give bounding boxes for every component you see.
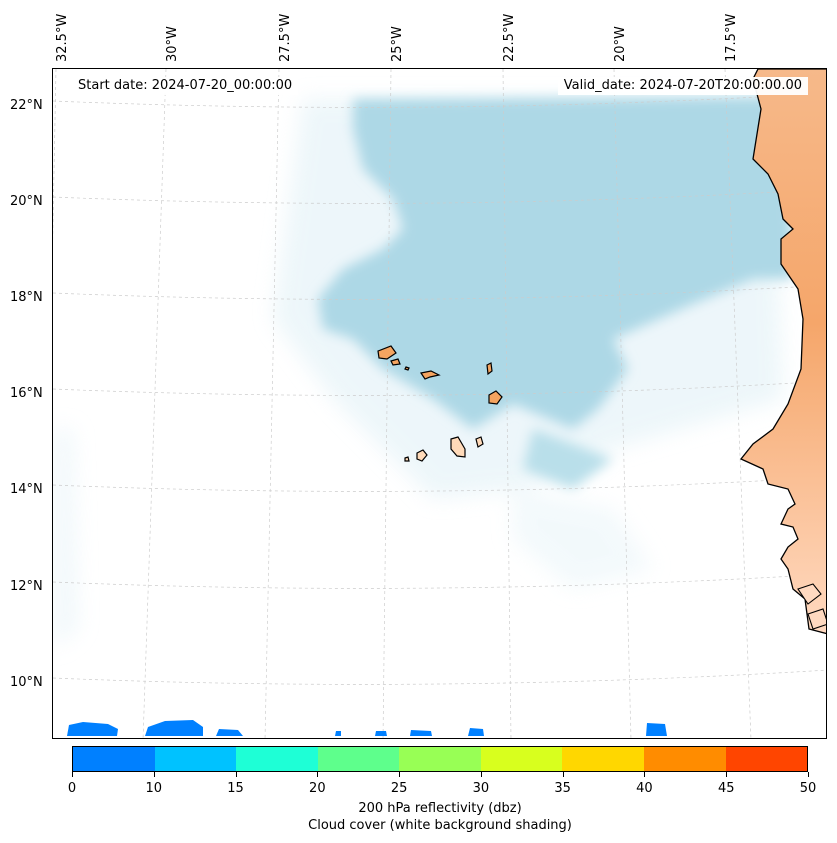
colorbar-tick xyxy=(317,772,319,777)
colorbar-segment xyxy=(73,747,155,771)
latitude-label: 20°N xyxy=(10,194,43,209)
colorbar-tick-label: 50 xyxy=(799,781,817,796)
meridian-line xyxy=(613,69,632,738)
colorbar-tick xyxy=(399,772,401,777)
longitude-label: 22.5°W xyxy=(502,13,517,62)
colorbar-segment xyxy=(725,747,808,771)
colorbar-tick-label: 45 xyxy=(717,781,735,796)
colorbar-tick-label: 40 xyxy=(636,781,653,796)
longitude-label: 27.5°W xyxy=(278,13,293,62)
latitude-label: 22°N xyxy=(10,98,43,113)
island-sao-nicolau xyxy=(420,370,441,380)
grid-lines xyxy=(53,69,826,738)
parallel-line xyxy=(53,92,826,108)
colorbar-tick xyxy=(726,772,728,777)
land-africa xyxy=(739,69,826,635)
parallel-line xyxy=(53,380,826,396)
colorbar-tick-label: 0 xyxy=(67,781,77,796)
colorbar xyxy=(72,746,808,772)
latitude-label: 10°N xyxy=(10,675,43,690)
island-santo-antao xyxy=(377,345,397,360)
start-date-label: Start date: 2024-07-20_00:00:00 xyxy=(72,77,299,95)
longitude-label: 17.5°W xyxy=(724,13,739,62)
meridian-line xyxy=(502,69,512,738)
meridian-line xyxy=(264,69,280,738)
parallel-line xyxy=(53,476,826,492)
island-boa-vista xyxy=(488,390,503,405)
parallel-line xyxy=(53,188,826,204)
colorbar-tick-label: 25 xyxy=(390,781,408,796)
latitude-label: 12°N xyxy=(10,579,43,594)
latitude-label: 16°N xyxy=(10,386,43,401)
colorbar-tick xyxy=(644,772,646,777)
cape-verde-islands xyxy=(377,345,503,462)
island-santa-luzia xyxy=(404,366,410,371)
colorbar-segment xyxy=(317,747,400,771)
colorbar-tick xyxy=(72,772,73,777)
meridian-line xyxy=(724,69,752,738)
colorbar-tick-label: 30 xyxy=(472,781,490,796)
meridian-line xyxy=(382,69,392,738)
colorbar-tick-label: 10 xyxy=(145,781,163,796)
colorbar-tick xyxy=(480,772,482,777)
colorbar-caption-reflectivity: 200 hPa reflectivity (dbz) xyxy=(358,801,522,816)
colorbar-segment xyxy=(643,747,726,771)
island-maio xyxy=(475,436,484,448)
colorbar-tick xyxy=(235,772,237,777)
latitude-label: 18°N xyxy=(10,290,43,305)
island-sao-vicente xyxy=(390,358,401,366)
valid-date-label: Valid_date: 2024-07-20T20:00:00.00 xyxy=(557,77,808,95)
colorbar-tick-label: 15 xyxy=(227,781,244,796)
longitude-label: 20°W xyxy=(613,26,628,62)
colorbar-tick-label: 35 xyxy=(554,781,571,796)
colorbar-tick xyxy=(808,772,809,777)
colorbar-tick-label: 20 xyxy=(309,781,326,796)
colorbar-segment xyxy=(236,747,318,771)
longitude-label: 30°W xyxy=(165,26,180,62)
longitude-label: 25°W xyxy=(390,26,405,62)
colorbar-tick xyxy=(562,772,564,777)
island-sal xyxy=(486,362,493,376)
colorbar-segment xyxy=(154,747,237,771)
parallel-line xyxy=(53,284,826,300)
reflectivity-cells xyxy=(67,720,667,736)
colorbar-caption-cloud: Cloud cover (white background shading) xyxy=(308,818,572,833)
island-fogo xyxy=(416,449,428,462)
meridian-line xyxy=(142,69,167,738)
colorbar-segment xyxy=(480,747,563,771)
island-santiago xyxy=(450,436,466,458)
longitude-label: 32.5°W xyxy=(55,13,70,62)
map-panel xyxy=(52,68,827,739)
island-brava xyxy=(404,456,410,462)
colorbar-segment xyxy=(562,747,644,771)
parallel-line xyxy=(53,573,826,589)
latitude-label: 14°N xyxy=(10,482,43,497)
map-canvas xyxy=(53,69,826,738)
colorbar-segment xyxy=(399,747,481,771)
parallel-line xyxy=(53,669,826,685)
colorbar-tick xyxy=(153,772,155,777)
